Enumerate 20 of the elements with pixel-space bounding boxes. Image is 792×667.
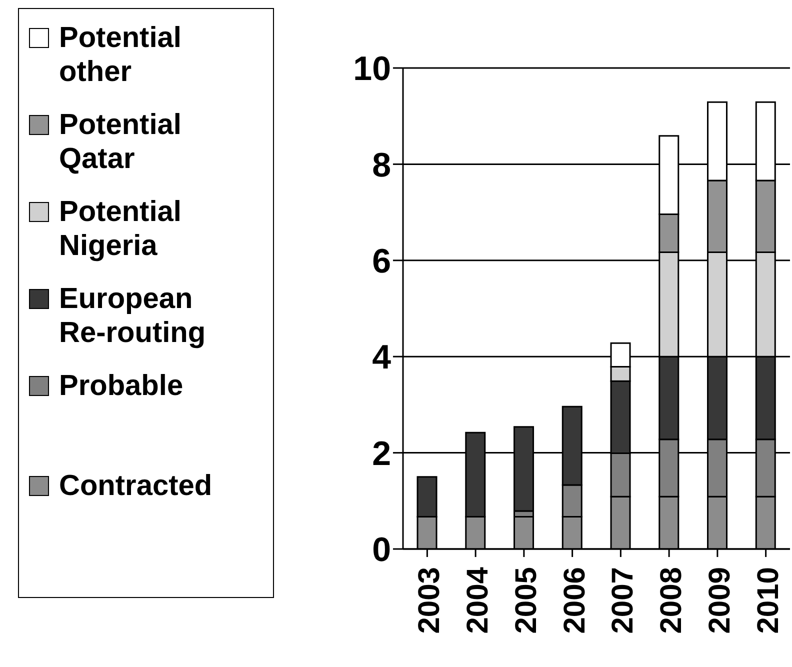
- legend-label: European Re-routing: [59, 282, 207, 350]
- x-tick-label: 2005: [510, 567, 543, 634]
- x-tick-label: 2008: [655, 567, 688, 634]
- y-tick-label: 6: [372, 242, 391, 280]
- legend-label: Potential other: [59, 21, 182, 89]
- y-tick-label: 10: [353, 50, 391, 88]
- y-tick-label: 8: [372, 146, 391, 184]
- legend-label: Potential Nigeria: [59, 195, 182, 263]
- x-tick-label: 2004: [462, 566, 495, 634]
- y-tick-label: 2: [372, 434, 391, 473]
- x-tick-label: 2009: [703, 567, 736, 634]
- y-tick-label: 0: [372, 531, 391, 570]
- y-tick-label: 4: [372, 338, 392, 377]
- x-tick-label: 2010: [752, 567, 785, 634]
- legend-label: Contracted: [59, 469, 214, 503]
- x-tick-label: 2003: [413, 567, 446, 634]
- x-tick-label: 2007: [606, 567, 640, 634]
- x-tick-label: 2006: [558, 567, 592, 634]
- legend-label: Probable: [59, 369, 184, 403]
- legend-label: Potential Qatar: [59, 108, 182, 176]
